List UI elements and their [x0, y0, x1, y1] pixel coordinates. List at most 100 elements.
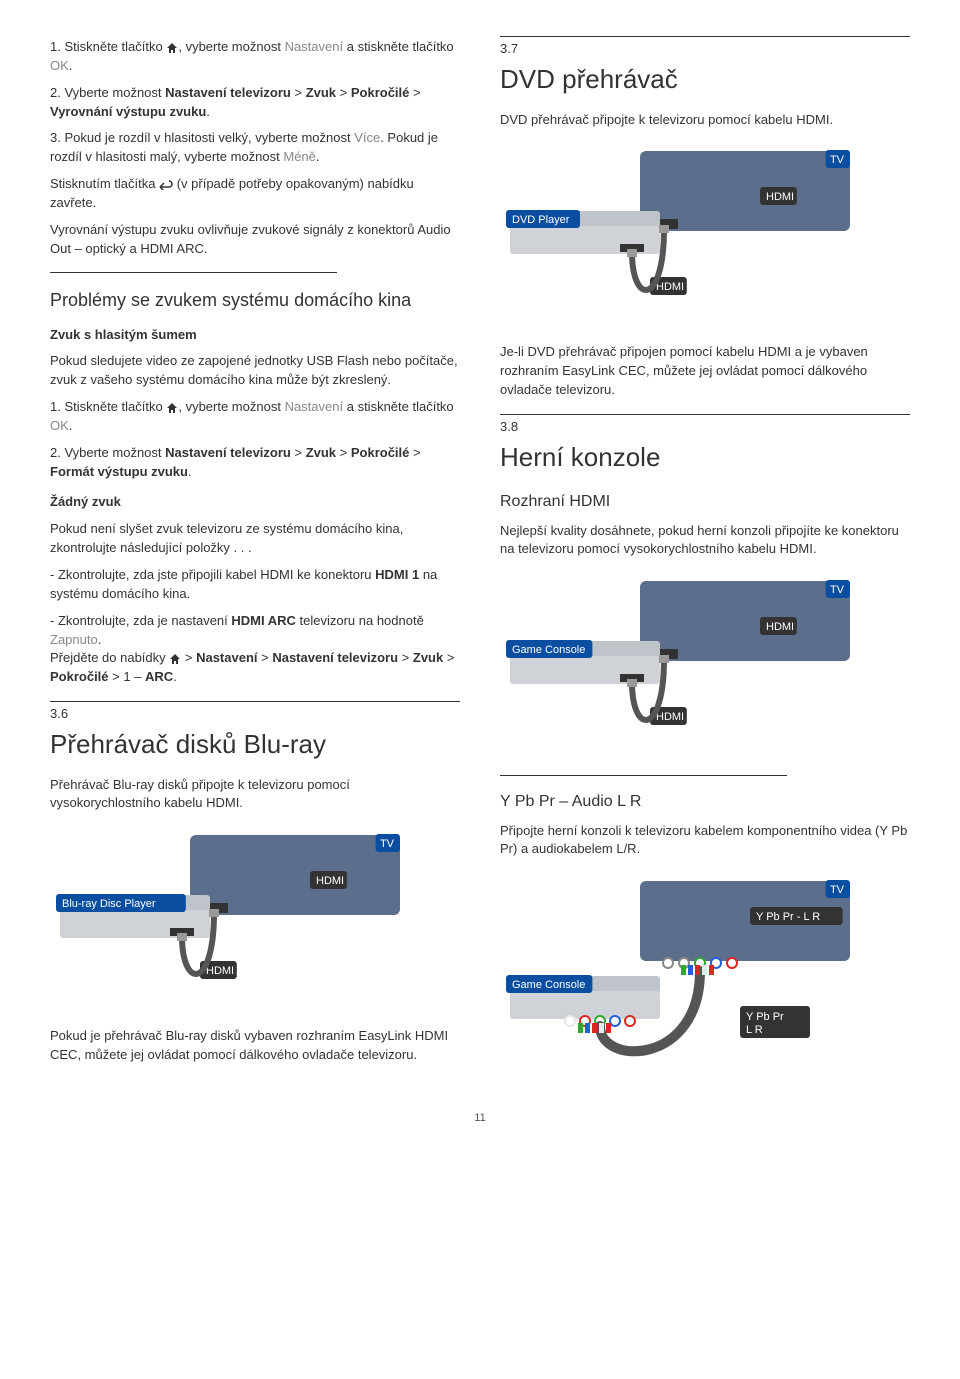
text: > [336, 85, 351, 100]
text: . [316, 149, 320, 164]
text-bold: ARC [145, 669, 173, 684]
section-title: Přehrávač disků Blu-ray [50, 726, 460, 764]
text-option: OK [50, 58, 69, 73]
svg-text:TV: TV [380, 838, 395, 850]
problems-heading: Problémy se zvukem systému domácího kina [50, 287, 460, 313]
home-icon [169, 653, 181, 665]
page-number: 11 [50, 1111, 910, 1127]
text: 2. Vyberte možnost [50, 85, 165, 100]
noise-text: Pokud sledujete video ze zapojené jednot… [50, 352, 460, 390]
text: 1. Stiskněte tlačítko [50, 399, 166, 414]
hdmi-text: Nejlepší kvality dosáhnete, pokud herní … [500, 522, 910, 560]
text-bold: Nastavení televizoru [165, 85, 291, 100]
home-icon [166, 402, 178, 414]
svg-text:Game Console: Game Console [512, 644, 585, 656]
bluray-text: Přehrávač Blu-ray disků připojte k telev… [50, 776, 460, 814]
left-column: 1. Stiskněte tlačítko , vyberte možnost … [50, 30, 460, 1083]
text: > [258, 650, 273, 665]
svg-text:TV: TV [830, 154, 845, 166]
text: , vyberte možnost [178, 399, 284, 414]
dvd-diagram: TVHDMIDVD PlayerHDMI [500, 141, 910, 331]
text: > 1 – [109, 669, 146, 684]
hdmi-heading: Rozhraní HDMI [500, 490, 910, 513]
text: . [188, 464, 192, 479]
divider [500, 775, 787, 776]
section-title: Herní konzole [500, 439, 910, 477]
text: Přejděte do nabídky [50, 650, 169, 665]
text-bold: Nastavení [196, 650, 257, 665]
text-option: Nastavení [285, 399, 344, 414]
text-option: Více [354, 130, 380, 145]
text-bold: Pokročilé [50, 669, 109, 684]
step-3: 3. Pokud je rozdíl v hlasitosti velký, v… [50, 129, 460, 167]
text-option: Méně [283, 149, 316, 164]
step-close: Stisknutím tlačítka (v případě potřeby o… [50, 175, 460, 213]
text-option: Nastavení [285, 39, 344, 54]
text: . [173, 669, 177, 684]
svg-text:TV: TV [830, 584, 845, 596]
divider [50, 272, 337, 273]
text-bold: Nastavení televizoru [165, 445, 291, 460]
text: . [69, 418, 73, 433]
noise-step-1: 1. Stiskněte tlačítko , vyberte možnost … [50, 398, 460, 436]
svg-text:HDMI: HDMI [206, 965, 234, 977]
svg-text:DVD Player: DVD Player [512, 214, 570, 226]
text: a stiskněte tlačítko [343, 39, 454, 54]
text: 2. Vyberte možnost [50, 445, 165, 460]
text: . [206, 104, 210, 119]
text-bold: Nastavení televizoru [272, 650, 398, 665]
dvd-text-2: Je-li DVD přehrávač připojen pomocí kabe… [500, 343, 910, 400]
right-column: 3.7 DVD přehrávač DVD přehrávač připojte… [500, 30, 910, 1083]
section-number: 3.7 [500, 36, 910, 59]
home-icon [166, 42, 178, 54]
text: a stiskněte tlačítko [343, 399, 454, 414]
bluray-diagram: TV HDMI Blu-ray Disc Player HDMI [50, 825, 460, 1015]
check-1: - Zkontrolujte, zda jste připojili kabel… [50, 566, 460, 604]
noise-step-2: 2. Vyberte možnost Nastavení televizoru … [50, 444, 460, 482]
section-number: 3.8 [500, 414, 910, 437]
text: > [398, 650, 413, 665]
back-icon [159, 180, 173, 190]
svg-text:HDMI: HDMI [656, 281, 684, 293]
text: 3. Pokud je rozdíl v hlasitosti velký, v… [50, 130, 354, 145]
svg-text:HDMI: HDMI [656, 711, 684, 723]
noise-heading: Zvuk s hlasitým šumem [50, 326, 460, 345]
step-1: 1. Stiskněte tlačítko , vyberte možnost … [50, 38, 460, 76]
text: 1. Stiskněte tlačítko [50, 39, 166, 54]
step-2: 2. Vyberte možnost Nastavení televizoru … [50, 84, 460, 122]
text-bold: Pokročilé [351, 85, 410, 100]
console-hdmi-diagram: TV HDMI Game Console HDMI [500, 571, 910, 761]
note: Vyrovnání výstupu zvuku ovlivňuje zvukov… [50, 221, 460, 259]
section-title: DVD přehrávač [500, 61, 910, 99]
nosound-heading: Žádný zvuk [50, 493, 460, 512]
text: > [443, 650, 454, 665]
text: - Zkontrolujte, zda jste připojili kabel… [50, 567, 375, 582]
text: , vyberte možnost [178, 39, 284, 54]
check-2: - Zkontrolujte, zda je nastavení HDMI AR… [50, 612, 460, 687]
svg-text:Blu-ray Disc Player: Blu-ray Disc Player [62, 898, 156, 910]
text: > [291, 85, 306, 100]
svg-text:HDMI: HDMI [316, 875, 344, 887]
ypbpr-text: Připojte herní konzoli k televizoru kabe… [500, 822, 910, 860]
text-bold: Zvuk [306, 85, 336, 100]
text: . [98, 632, 102, 647]
svg-text:Game Console: Game Console [512, 979, 585, 991]
text: . [69, 58, 73, 73]
text-bold: Zvuk [413, 650, 443, 665]
text-bold: Pokročilé [351, 445, 410, 460]
dvd-text: DVD přehrávač připojte k televizoru pomo… [500, 111, 910, 130]
text-option: Zapnuto [50, 632, 98, 647]
text: > [409, 445, 420, 460]
svg-text:L R: L R [746, 1024, 763, 1036]
text-bold: Vyrovnání výstupu zvuku [50, 104, 206, 119]
text-bold: HDMI ARC [231, 613, 296, 628]
text: > [336, 445, 351, 460]
nosound-text: Pokud není slyšet zvuk televizoru ze sys… [50, 520, 460, 558]
console-ypbpr-diagram: TVY Pb Pr - L RGame ConsoleY Pb PrL R [500, 871, 910, 1071]
text: Stisknutím tlačítka [50, 176, 159, 191]
text: > [291, 445, 306, 460]
text-bold: Formát výstupu zvuku [50, 464, 188, 479]
svg-text:HDMI: HDMI [766, 621, 794, 633]
bluray-text-2: Pokud je přehrávač Blu-ray disků vybaven… [50, 1027, 460, 1065]
svg-text:Y Pb Pr: Y Pb Pr [746, 1011, 784, 1023]
